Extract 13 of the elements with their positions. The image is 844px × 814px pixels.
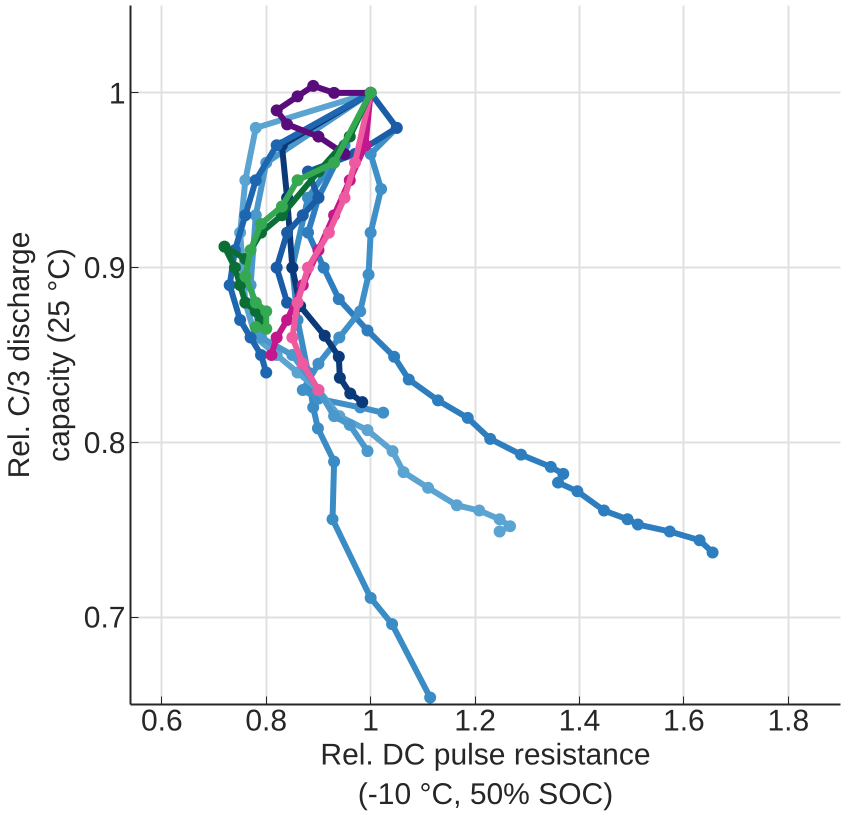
- x-tick-label: 0.8: [245, 704, 288, 738]
- x-tick-label: 1.2: [454, 704, 496, 738]
- y-tick-label: 0.8: [84, 426, 126, 460]
- x-tick-label: 0.6: [140, 704, 183, 738]
- x-tick-label: 1.8: [767, 704, 810, 738]
- x-axis-title: Rel. DC pulse resistance (-10 °C, 50% SOC): [320, 738, 651, 812]
- y-tick-label: 1: [108, 77, 126, 110]
- x-tick-label: 1.6: [663, 704, 705, 738]
- y-axis-title: Rel. C/3 discharge capacity (25 °C): [3, 232, 76, 478]
- y-tick-label: 0.7: [84, 602, 126, 635]
- x-tick-label: 1: [362, 704, 379, 738]
- y-tick-label: 0.9: [84, 252, 126, 286]
- x-tick-label: 1.4: [558, 704, 600, 738]
